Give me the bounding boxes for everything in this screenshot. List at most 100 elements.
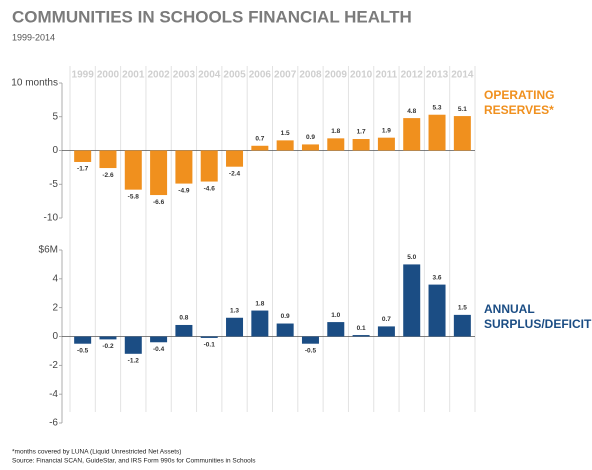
x-tick-label: 2002 <box>147 70 170 81</box>
x-tick-label: 2003 <box>173 70 196 81</box>
x-tick-label: 2009 <box>325 70 348 81</box>
y-tick-label: -5 <box>49 179 58 190</box>
data-label: 5.1 <box>458 106 467 113</box>
x-tick-label: 2011 <box>376 70 398 81</box>
data-label: 0.9 <box>281 313 290 320</box>
data-label: -0.4 <box>153 346 165 353</box>
y-tick-label: 4 <box>52 273 58 284</box>
data-label: 1.8 <box>255 300 264 307</box>
bar <box>175 324 193 337</box>
y-tick-label: 10 months <box>11 78 58 89</box>
bar <box>99 336 117 340</box>
x-tick-label: 2006 <box>249 70 272 81</box>
data-label: 0.7 <box>382 316 391 323</box>
bar <box>352 139 370 151</box>
x-tick-label: 2001 <box>122 70 145 81</box>
y-tick-label: -4 <box>49 389 58 400</box>
data-label: -2.4 <box>229 170 241 177</box>
bar <box>352 335 370 337</box>
bar <box>327 322 345 337</box>
y-tick-label: -6 <box>49 418 58 429</box>
y-tick-label: 0 <box>52 331 58 342</box>
data-label: -4.9 <box>178 187 190 194</box>
data-label: 1.7 <box>357 129 366 136</box>
title: COMMUNITIES IN SCHOOLS FINANCIAL HEALTH <box>12 7 412 26</box>
bar <box>453 116 471 151</box>
y-tick-label: -2 <box>49 360 58 371</box>
legend-label: ANNUAL SURPLUS/DEFICIT <box>484 302 592 331</box>
x-tick-label: 1999 <box>72 70 95 81</box>
y-tick-label: 0 <box>52 145 58 156</box>
footnote: Source: Financial SCAN, GuideStar, and I… <box>12 458 256 465</box>
data-label: 5.0 <box>407 254 416 261</box>
bar <box>226 317 244 337</box>
x-tick-label: 2013 <box>426 70 449 81</box>
data-label: -1.7 <box>77 166 89 173</box>
x-tick-label: 2014 <box>451 70 474 81</box>
data-label: 1.3 <box>230 307 239 314</box>
data-label: 1.5 <box>281 130 290 137</box>
bar <box>124 150 142 190</box>
bar <box>150 336 168 343</box>
x-tick-label: 2008 <box>299 70 322 81</box>
bar <box>276 323 294 337</box>
data-label: 1.9 <box>382 127 391 134</box>
data-label: -0.5 <box>77 347 89 354</box>
bar <box>74 336 92 344</box>
bar <box>428 114 446 151</box>
subtitle: 1999-2014 <box>12 32 55 42</box>
bar <box>226 150 244 167</box>
bar <box>327 138 345 151</box>
x-tick-label: 2012 <box>401 70 424 81</box>
x-tick-label: 2010 <box>350 70 373 81</box>
y-tick-label: 2 <box>52 302 58 313</box>
bar <box>200 336 218 338</box>
y-tick-label: -10 <box>44 213 59 224</box>
bar <box>124 336 142 354</box>
bar <box>301 144 319 151</box>
data-label: -6.6 <box>153 199 165 206</box>
x-tick-label: 2005 <box>223 70 246 81</box>
bar <box>251 145 269 151</box>
x-tick-label: 2007 <box>274 70 297 81</box>
bar <box>428 284 446 337</box>
bar <box>403 264 421 337</box>
bar <box>251 310 269 337</box>
y-tick-label: $6M <box>39 245 58 256</box>
footnote: *months covered by LUNA (Liquid Unrestri… <box>12 449 181 456</box>
data-label: 1.0 <box>331 312 340 319</box>
data-label: -0.5 <box>305 347 317 354</box>
bar <box>74 150 92 162</box>
x-tick-label: 2004 <box>198 70 221 81</box>
data-label: -5.8 <box>128 193 140 200</box>
data-label: 4.8 <box>407 108 416 115</box>
data-label: -0.2 <box>102 343 114 350</box>
legend-label: OPERATING RESERVES* <box>484 88 555 117</box>
x-tick-label: 2000 <box>97 70 120 81</box>
y-tick-label: 5 <box>52 111 58 122</box>
data-label: -1.2 <box>128 358 140 365</box>
data-label: 3.6 <box>433 274 442 281</box>
data-label: 1.8 <box>331 128 340 135</box>
data-label: -0.1 <box>204 342 216 349</box>
data-label: 0.7 <box>255 135 264 142</box>
data-label: 5.3 <box>433 104 442 111</box>
bar <box>150 150 168 196</box>
data-label: 1.5 <box>458 305 467 312</box>
data-label: -2.6 <box>102 172 114 179</box>
bar <box>200 150 218 182</box>
bar <box>453 314 471 337</box>
bar <box>377 137 395 151</box>
data-label: 0.9 <box>306 134 315 141</box>
bar <box>276 140 294 151</box>
data-label: 0.8 <box>179 315 188 322</box>
bar <box>99 150 117 169</box>
bar <box>175 150 193 184</box>
bar <box>377 326 395 337</box>
bar <box>301 336 319 344</box>
data-label: -4.6 <box>204 185 216 192</box>
data-label: 0.1 <box>357 325 366 332</box>
bar <box>403 118 421 151</box>
